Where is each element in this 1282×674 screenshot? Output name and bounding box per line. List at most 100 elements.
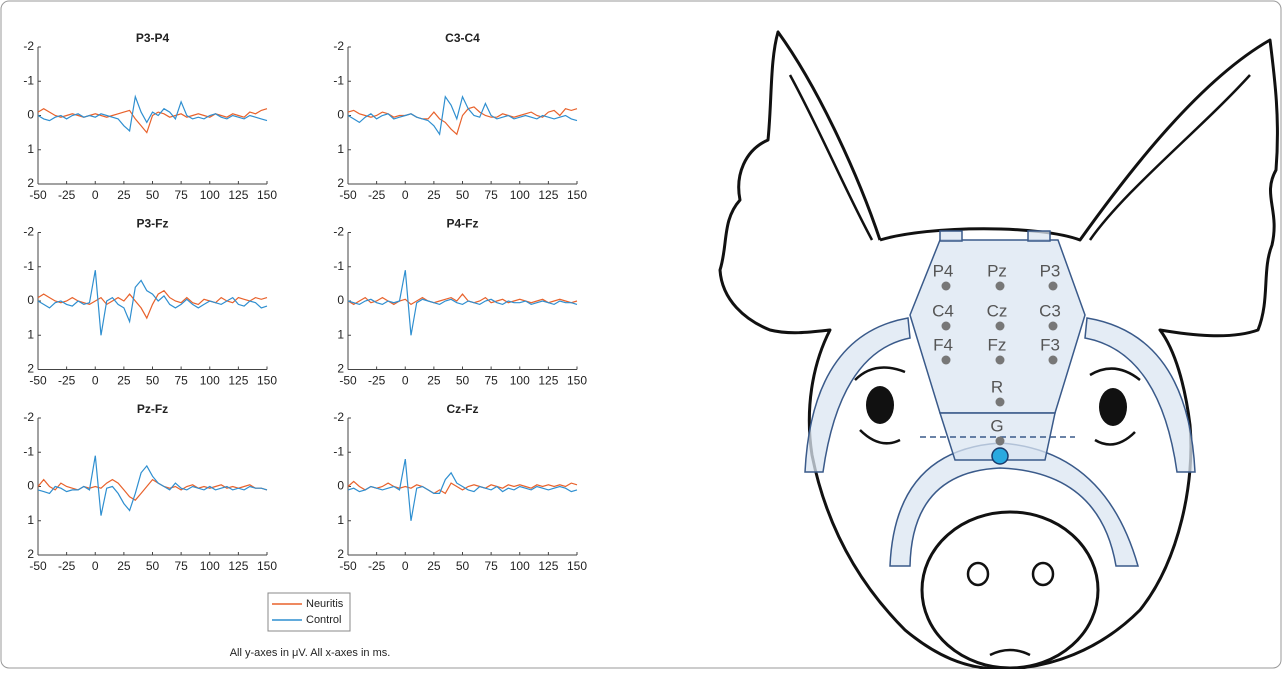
cap-tab — [1028, 231, 1050, 241]
electrode-label: C3 — [1039, 301, 1061, 320]
y-tick-label: -2 — [23, 225, 34, 239]
x-tick-label: 75 — [484, 559, 498, 573]
y-tick-label: 1 — [27, 327, 34, 341]
electrode-label: P3 — [1040, 261, 1061, 280]
x-tick-label: 0 — [402, 374, 409, 388]
x-tick-label: 100 — [510, 559, 530, 573]
x-tick-label: 125 — [228, 559, 248, 573]
y-tick-label: 0 — [27, 293, 34, 307]
y-tick-label: -1 — [333, 259, 344, 273]
x-tick-label: 75 — [174, 374, 188, 388]
x-tick-label: 50 — [456, 374, 470, 388]
x-tick-label: 0 — [92, 559, 99, 573]
eye — [866, 386, 894, 424]
x-tick-label: 125 — [228, 374, 248, 388]
y-tick-label: 0 — [27, 479, 34, 493]
y-tick-label: 1 — [337, 142, 344, 156]
chart-title: C3-C4 — [445, 31, 480, 45]
x-tick-label: 50 — [146, 559, 160, 573]
electrode — [942, 282, 951, 291]
x-tick-label: -50 — [339, 188, 357, 202]
legend-label: Control — [306, 614, 341, 626]
electrode-label: G — [990, 416, 1003, 435]
x-tick-label: -25 — [368, 188, 386, 202]
legend-label: Neuritis — [306, 598, 344, 610]
x-tick-label: 25 — [427, 559, 441, 573]
x-tick-label: 50 — [456, 559, 470, 573]
electrode-label: R — [991, 377, 1003, 396]
chart-title: P3-Fz — [136, 217, 168, 231]
x-tick-label: 150 — [567, 374, 587, 388]
y-tick-label: 1 — [337, 327, 344, 341]
electrode — [996, 398, 1005, 407]
y-tick-label: 0 — [27, 108, 34, 122]
x-tick-label: 50 — [146, 374, 160, 388]
electrode — [996, 437, 1005, 446]
electrode — [996, 282, 1005, 291]
y-tick-label: 0 — [337, 108, 344, 122]
electrode — [1049, 282, 1058, 291]
x-tick-label: -25 — [368, 559, 386, 573]
ground-point — [992, 448, 1008, 464]
x-tick-label: 0 — [402, 188, 409, 202]
electrode — [1049, 356, 1058, 365]
page: {"chart_data": [ {"type": "line", "title… — [0, 0, 1282, 674]
x-tick-label: 125 — [228, 188, 248, 202]
x-tick-label: 50 — [456, 188, 470, 202]
x-tick-label: 25 — [427, 188, 441, 202]
electrode-label: P4 — [933, 261, 954, 280]
x-tick-label: -25 — [58, 374, 76, 388]
y-tick-label: 0 — [337, 479, 344, 493]
electrode — [1049, 322, 1058, 331]
x-tick-label: 50 — [146, 188, 160, 202]
chart-title: P4-Fz — [446, 217, 478, 231]
x-tick-label: 75 — [174, 188, 188, 202]
electrode-label: F3 — [1040, 335, 1060, 354]
x-tick-label: 150 — [567, 559, 587, 573]
y-tick-label: 1 — [27, 142, 34, 156]
y-tick-label: -1 — [333, 444, 344, 458]
x-tick-label: 125 — [538, 559, 558, 573]
y-tick-label: 1 — [337, 513, 344, 527]
x-tick-label: 75 — [484, 188, 498, 202]
y-tick-label: -1 — [333, 73, 344, 87]
x-tick-label: 0 — [92, 374, 99, 388]
chart-title: P3-P4 — [136, 31, 170, 45]
x-tick-label: 100 — [200, 188, 220, 202]
electrode — [942, 322, 951, 331]
x-tick-label: 100 — [200, 559, 220, 573]
electrode — [942, 356, 951, 365]
x-tick-label: 100 — [200, 374, 220, 388]
electrode — [996, 356, 1005, 365]
x-tick-label: -50 — [29, 374, 47, 388]
x-tick-label: 0 — [92, 188, 99, 202]
y-tick-label: -2 — [333, 410, 344, 424]
y-tick-label: -2 — [333, 39, 344, 53]
cap-tab — [940, 231, 962, 241]
x-tick-label: 25 — [117, 559, 131, 573]
electrode-label: F4 — [933, 335, 953, 354]
caption: All y-axes in μV. All x-axes in ms. — [230, 647, 391, 659]
y-tick-label: -2 — [23, 410, 34, 424]
x-tick-label: -50 — [29, 559, 47, 573]
x-tick-label: 100 — [510, 188, 530, 202]
chart-title: Pz-Fz — [137, 402, 168, 416]
electrode-label: Cz — [987, 301, 1008, 320]
eye — [1099, 388, 1127, 426]
x-tick-label: 0 — [402, 559, 409, 573]
x-tick-label: 100 — [510, 374, 530, 388]
x-tick-label: -25 — [58, 188, 76, 202]
x-tick-label: -50 — [339, 374, 357, 388]
y-tick-label: -2 — [333, 225, 344, 239]
x-tick-label: 125 — [538, 188, 558, 202]
x-tick-label: 25 — [117, 188, 131, 202]
y-tick-label: 0 — [337, 293, 344, 307]
electrode-label: Pz — [987, 261, 1007, 280]
legend: Neuritis Control — [268, 593, 350, 631]
x-tick-label: 125 — [538, 374, 558, 388]
x-tick-label: 150 — [257, 188, 277, 202]
electrode-label: C4 — [932, 301, 954, 320]
x-tick-label: 75 — [174, 559, 188, 573]
x-tick-label: 25 — [427, 374, 441, 388]
x-tick-label: 150 — [257, 374, 277, 388]
